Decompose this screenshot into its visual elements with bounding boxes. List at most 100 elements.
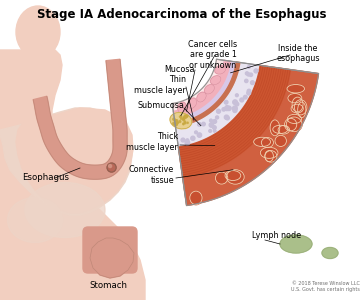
Circle shape (217, 109, 221, 113)
Circle shape (180, 116, 182, 118)
Circle shape (173, 118, 175, 120)
Circle shape (183, 118, 185, 120)
Circle shape (224, 115, 229, 119)
Circle shape (197, 133, 202, 137)
Polygon shape (0, 50, 145, 300)
Ellipse shape (286, 117, 302, 132)
Circle shape (184, 115, 186, 117)
Ellipse shape (215, 66, 226, 74)
Circle shape (175, 123, 177, 125)
Ellipse shape (215, 172, 228, 184)
Circle shape (247, 73, 250, 76)
FancyBboxPatch shape (83, 227, 137, 273)
Circle shape (249, 73, 253, 76)
Ellipse shape (205, 85, 214, 94)
Text: Stomach: Stomach (89, 280, 127, 290)
Polygon shape (173, 60, 236, 123)
Ellipse shape (287, 114, 301, 124)
Circle shape (176, 120, 178, 121)
Circle shape (175, 120, 177, 122)
Ellipse shape (275, 135, 286, 146)
Circle shape (179, 116, 181, 117)
Ellipse shape (294, 100, 307, 115)
Text: Stage IA Adenocarcinoma of the Esophagus: Stage IA Adenocarcinoma of the Esophagus (37, 8, 327, 21)
Circle shape (174, 124, 177, 126)
Circle shape (184, 121, 186, 123)
Ellipse shape (322, 248, 338, 259)
Circle shape (183, 123, 184, 124)
Text: Lymph node: Lymph node (252, 232, 301, 241)
Ellipse shape (190, 191, 202, 205)
Circle shape (236, 94, 238, 97)
Ellipse shape (260, 147, 278, 158)
Circle shape (233, 100, 237, 104)
Polygon shape (33, 59, 127, 179)
Circle shape (227, 106, 231, 110)
Circle shape (248, 66, 250, 68)
Polygon shape (22, 48, 56, 85)
Ellipse shape (280, 235, 312, 253)
Circle shape (233, 106, 237, 111)
Circle shape (181, 138, 185, 142)
Ellipse shape (197, 92, 206, 102)
Polygon shape (90, 238, 134, 278)
Ellipse shape (254, 137, 270, 146)
Circle shape (176, 122, 178, 124)
Ellipse shape (225, 171, 241, 181)
Circle shape (247, 91, 251, 95)
Polygon shape (178, 65, 292, 179)
Circle shape (198, 123, 201, 126)
Circle shape (202, 122, 205, 126)
Ellipse shape (265, 151, 273, 162)
Circle shape (225, 106, 229, 111)
Circle shape (213, 126, 216, 129)
Circle shape (179, 121, 181, 122)
Polygon shape (0, 108, 132, 215)
Circle shape (183, 116, 185, 119)
Circle shape (173, 122, 175, 124)
Circle shape (213, 120, 217, 123)
Ellipse shape (288, 94, 302, 103)
Circle shape (226, 116, 229, 120)
Polygon shape (176, 63, 260, 147)
Circle shape (222, 108, 225, 111)
Ellipse shape (16, 6, 60, 58)
Circle shape (108, 165, 112, 168)
Circle shape (247, 89, 251, 93)
Ellipse shape (265, 151, 277, 162)
Polygon shape (183, 70, 318, 206)
Text: Thick
muscle layer: Thick muscle layer (126, 132, 178, 152)
Text: Connective
tissue: Connective tissue (129, 165, 174, 185)
Circle shape (195, 131, 197, 134)
Circle shape (224, 100, 228, 104)
Circle shape (254, 69, 258, 73)
Circle shape (186, 116, 187, 117)
Circle shape (213, 130, 216, 132)
Text: Cancer cells
are grade 1
or unknown: Cancer cells are grade 1 or unknown (189, 40, 238, 70)
Ellipse shape (226, 170, 244, 184)
Ellipse shape (210, 76, 221, 85)
Ellipse shape (170, 112, 192, 129)
Polygon shape (173, 60, 230, 117)
Circle shape (185, 117, 187, 118)
Circle shape (175, 120, 176, 121)
Circle shape (185, 122, 186, 124)
Polygon shape (175, 62, 241, 128)
Circle shape (183, 124, 184, 125)
Ellipse shape (178, 102, 186, 113)
Ellipse shape (278, 125, 290, 134)
Ellipse shape (287, 85, 305, 93)
Ellipse shape (270, 120, 280, 136)
Circle shape (177, 122, 178, 123)
Circle shape (210, 119, 212, 122)
Polygon shape (172, 59, 225, 111)
Ellipse shape (285, 118, 297, 131)
Circle shape (209, 123, 214, 127)
Circle shape (209, 130, 211, 132)
Text: Submucosa: Submucosa (137, 100, 184, 109)
Ellipse shape (8, 197, 63, 242)
Ellipse shape (273, 125, 288, 134)
Circle shape (215, 116, 219, 119)
Text: Esophagus: Esophagus (22, 173, 69, 182)
Circle shape (187, 122, 188, 123)
